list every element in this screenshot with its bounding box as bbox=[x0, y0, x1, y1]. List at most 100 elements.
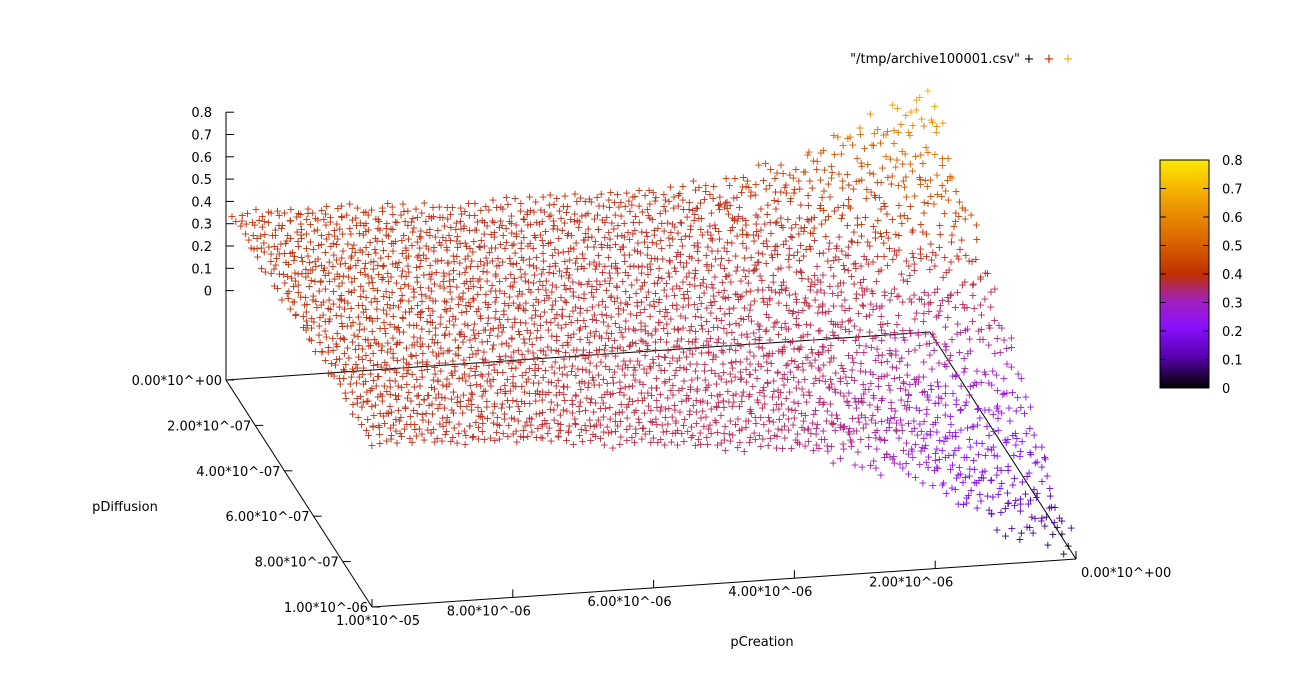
data-point: + bbox=[303, 202, 312, 215]
data-point: + bbox=[337, 294, 346, 307]
data-point: + bbox=[491, 268, 500, 281]
data-point: + bbox=[519, 231, 528, 244]
data-point: + bbox=[648, 213, 657, 226]
data-point: + bbox=[280, 207, 289, 220]
data-point: + bbox=[894, 244, 903, 257]
x-axis-label: pCreation bbox=[730, 635, 793, 650]
data-point: + bbox=[520, 213, 529, 226]
data-point: + bbox=[965, 333, 974, 346]
data-point: + bbox=[310, 275, 319, 288]
data-point: + bbox=[621, 297, 630, 310]
data-point: + bbox=[603, 239, 612, 252]
data-point: + bbox=[862, 192, 871, 205]
y-tick-label: 0.00*10^+00 bbox=[132, 374, 222, 389]
data-point: + bbox=[324, 228, 333, 241]
data-point: + bbox=[857, 160, 866, 173]
data-point: + bbox=[473, 275, 482, 288]
data-point: + bbox=[409, 290, 418, 303]
data-point: + bbox=[260, 228, 269, 241]
data-point: + bbox=[969, 278, 978, 291]
data-point: + bbox=[740, 252, 749, 265]
data-point: + bbox=[750, 258, 759, 271]
data-point: + bbox=[578, 435, 587, 448]
data-point: + bbox=[500, 297, 509, 310]
data-point: + bbox=[455, 257, 464, 270]
data-point: + bbox=[865, 167, 874, 180]
data-point: + bbox=[549, 267, 558, 280]
data-point: + bbox=[676, 248, 685, 261]
data-point: + bbox=[449, 264, 458, 277]
data-point: + bbox=[443, 201, 452, 214]
data-point: + bbox=[600, 439, 609, 452]
data-point: + bbox=[388, 208, 397, 221]
data-point: + bbox=[525, 259, 534, 272]
data-point: + bbox=[544, 237, 553, 250]
data-point: + bbox=[548, 249, 557, 262]
data-point: + bbox=[972, 502, 981, 515]
data-point: + bbox=[645, 258, 654, 271]
data-point: + bbox=[690, 280, 699, 293]
data-point: + bbox=[678, 180, 687, 193]
data-point: + bbox=[606, 186, 615, 199]
data-point: + bbox=[569, 242, 578, 255]
data-point: + bbox=[832, 242, 841, 255]
data-point: + bbox=[657, 217, 666, 230]
data-point: + bbox=[817, 191, 826, 204]
data-point: + bbox=[537, 267, 546, 280]
data-point: + bbox=[901, 170, 910, 183]
data-point: + bbox=[922, 227, 931, 240]
data-point: + bbox=[885, 242, 894, 255]
y-axis-line bbox=[225, 379, 373, 608]
data-point: + bbox=[753, 256, 762, 269]
data-point: + bbox=[708, 234, 717, 247]
data-point: + bbox=[403, 260, 412, 273]
data-point: + bbox=[264, 240, 273, 253]
data-point: + bbox=[891, 228, 900, 241]
data-point: + bbox=[372, 235, 381, 248]
data-point: + bbox=[616, 243, 625, 256]
data-point: + bbox=[347, 276, 356, 289]
data-point: + bbox=[779, 275, 788, 288]
data-point: + bbox=[637, 266, 646, 279]
data-point: + bbox=[696, 279, 705, 292]
data-point: + bbox=[855, 122, 864, 135]
data-point: + bbox=[857, 408, 866, 421]
data-point: + bbox=[665, 239, 674, 252]
data-point: + bbox=[544, 266, 553, 279]
data-point: + bbox=[414, 249, 423, 262]
data-point: + bbox=[349, 283, 358, 296]
data-point: + bbox=[789, 249, 798, 262]
data-point: + bbox=[683, 285, 692, 298]
data-point: + bbox=[764, 311, 773, 324]
data-point: + bbox=[507, 217, 516, 230]
data-point: + bbox=[841, 249, 850, 262]
data-point: + bbox=[429, 245, 438, 258]
data-point: + bbox=[361, 225, 370, 238]
data-point: + bbox=[863, 235, 872, 248]
data-point: + bbox=[497, 219, 506, 232]
data-point: + bbox=[530, 229, 539, 242]
data-point: + bbox=[813, 274, 822, 287]
data-point: + bbox=[542, 289, 551, 302]
data-point: + bbox=[796, 265, 805, 278]
data-point: + bbox=[614, 201, 623, 214]
data-point: + bbox=[389, 299, 398, 312]
data-point: + bbox=[508, 281, 517, 294]
data-point: + bbox=[830, 205, 839, 218]
data-point: + bbox=[738, 223, 747, 236]
data-point: + bbox=[864, 257, 873, 270]
data-point: + bbox=[871, 225, 880, 238]
data-point: + bbox=[705, 220, 714, 233]
data-point: + bbox=[650, 252, 659, 265]
data-point: + bbox=[925, 349, 934, 362]
data-point: + bbox=[903, 212, 912, 225]
data-point: + bbox=[774, 328, 783, 341]
data-point: + bbox=[847, 234, 856, 247]
data-point: + bbox=[416, 254, 425, 267]
x-tick-label: 6.00*10^-06 bbox=[588, 595, 672, 610]
data-point: + bbox=[605, 201, 614, 214]
data-point: + bbox=[744, 181, 753, 194]
data-point: + bbox=[746, 251, 755, 264]
data-point: + bbox=[565, 268, 574, 281]
data-point: + bbox=[321, 208, 330, 221]
